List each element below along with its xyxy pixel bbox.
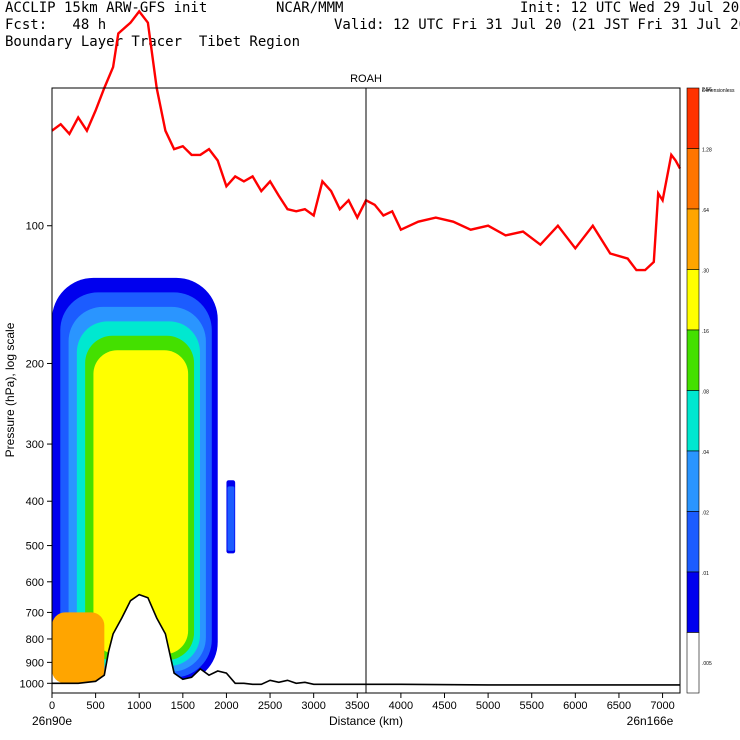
y-tick-label: 700 bbox=[26, 607, 44, 619]
colorbar-label: .16 bbox=[702, 329, 709, 335]
header-line2-left: Fcst: 48 h bbox=[5, 17, 107, 33]
y-tick-label: 1000 bbox=[20, 678, 44, 690]
colorbar-label: 2.56 bbox=[702, 87, 712, 93]
y-tick-label: 900 bbox=[26, 657, 44, 669]
tracer-region-2-2 bbox=[227, 486, 235, 551]
tropopause-line bbox=[51, 9, 682, 272]
colorbar-swatch bbox=[686, 269, 700, 331]
x-tick-label: 500 bbox=[86, 700, 104, 712]
colorbar-swatch bbox=[686, 571, 700, 633]
colorbar-label: Dimensionless bbox=[702, 88, 735, 94]
colorbar-swatch bbox=[686, 390, 700, 452]
colorbar-label: .30 bbox=[702, 269, 709, 275]
terrain-line bbox=[52, 593, 680, 686]
x-tick-label: 2500 bbox=[258, 700, 282, 712]
colorbar-swatch bbox=[686, 208, 700, 270]
x-endpoint-right: 26n166e bbox=[627, 714, 674, 728]
y-tick-label: 800 bbox=[26, 634, 44, 646]
colorbar-swatch bbox=[686, 329, 700, 391]
colorbar-swatch bbox=[686, 632, 700, 694]
x-endpoint-left: 26n90e bbox=[32, 714, 72, 728]
colorbar-label: .005 bbox=[702, 661, 712, 667]
colorbar-swatch bbox=[686, 148, 700, 210]
colorbar-label: .08 bbox=[702, 390, 709, 396]
colorbar-label: .01 bbox=[702, 571, 709, 577]
x-tick-label: 4000 bbox=[389, 700, 413, 712]
y-tick-label: 200 bbox=[26, 358, 44, 370]
header-line1-mid: NCAR/MMM bbox=[276, 0, 344, 16]
y-tick-label: 600 bbox=[26, 577, 44, 589]
header-line2-right: Valid: 12 UTC Fri 31 Jul 20 (21 JST Fri … bbox=[334, 17, 740, 33]
x-tick-label: 2000 bbox=[214, 700, 238, 712]
x-tick-label: 3000 bbox=[301, 700, 325, 712]
chart-title: ROAH bbox=[350, 73, 382, 85]
terrain-fill bbox=[52, 594, 680, 693]
x-tick-label: 0 bbox=[49, 700, 55, 712]
y-tick-label: 500 bbox=[26, 541, 44, 553]
x-tick-label: 6000 bbox=[563, 700, 587, 712]
y-tick-label: 400 bbox=[26, 496, 44, 508]
header-line3-left: Boundary Layer Tracer Tibet Region bbox=[5, 34, 301, 50]
colorbar-swatch bbox=[686, 450, 700, 512]
tracer-region-1-7 bbox=[52, 612, 105, 684]
x-tick-label: 1500 bbox=[171, 700, 195, 712]
x-tick-label: 7000 bbox=[650, 700, 674, 712]
x-tick-label: 5000 bbox=[476, 700, 500, 712]
colorbar-label: 1.28 bbox=[702, 148, 712, 154]
colorbar-label: .02 bbox=[702, 511, 709, 517]
x-tick-label: 3500 bbox=[345, 700, 369, 712]
y-tick-label: 300 bbox=[26, 439, 44, 451]
plot-frame bbox=[51, 87, 681, 694]
x-tick-label: 5500 bbox=[519, 700, 543, 712]
header-line1-right: Init: 12 UTC Wed 29 Jul 20 bbox=[520, 0, 740, 16]
header-line1-left: ACCLIP 15km ARW-GFS init bbox=[5, 0, 208, 16]
x-axis-label: Distance (km) bbox=[329, 714, 403, 728]
x-tick-label: 6500 bbox=[607, 700, 631, 712]
y-axis-label: Pressure (hPa), log scale bbox=[3, 322, 17, 457]
colorbar-swatch bbox=[686, 87, 700, 149]
tracer-region-0-6 bbox=[93, 350, 189, 655]
colorbar-label: .64 bbox=[702, 208, 709, 214]
x-tick-label: 4500 bbox=[432, 700, 456, 712]
colorbar-swatch bbox=[686, 511, 700, 573]
x-tick-label: 1000 bbox=[127, 700, 151, 712]
tracer-field bbox=[52, 277, 236, 684]
y-tick-label: 100 bbox=[26, 221, 44, 233]
colorbar-label: .04 bbox=[702, 450, 709, 456]
colorbar: .005 .01 .02 .04 .08 .16 .30 .64 1.28 2.56Dimensi… bbox=[686, 87, 735, 694]
